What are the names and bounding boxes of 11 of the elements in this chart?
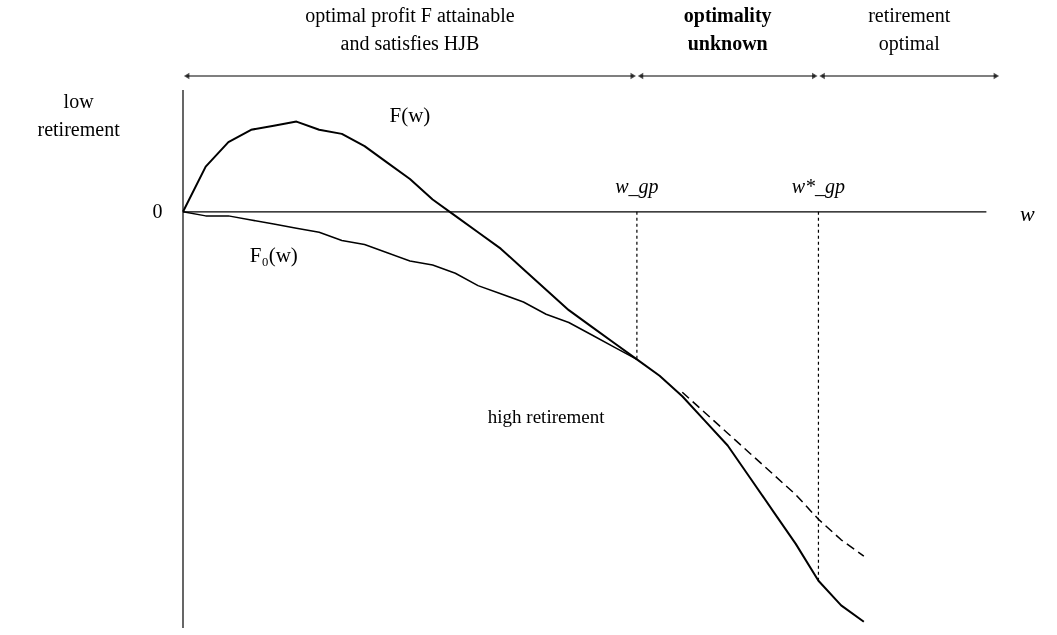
annotation: high retirement — [487, 405, 606, 427]
text: low retirement — [37, 90, 121, 140]
text: w — [1019, 200, 1035, 226]
series-label: F(w) — [389, 102, 431, 127]
x-tick-label: w*_gp — [791, 174, 846, 198]
text: optimality unknown — [683, 4, 772, 54]
text: optimal profit F attainable and satisfies HJB — [305, 4, 515, 54]
text: retirement optimal — [868, 4, 951, 55]
text: 0 — [152, 199, 163, 222]
x-tick-label: w_gp — [615, 174, 659, 198]
series-label: F₀(w) — [249, 243, 298, 268]
